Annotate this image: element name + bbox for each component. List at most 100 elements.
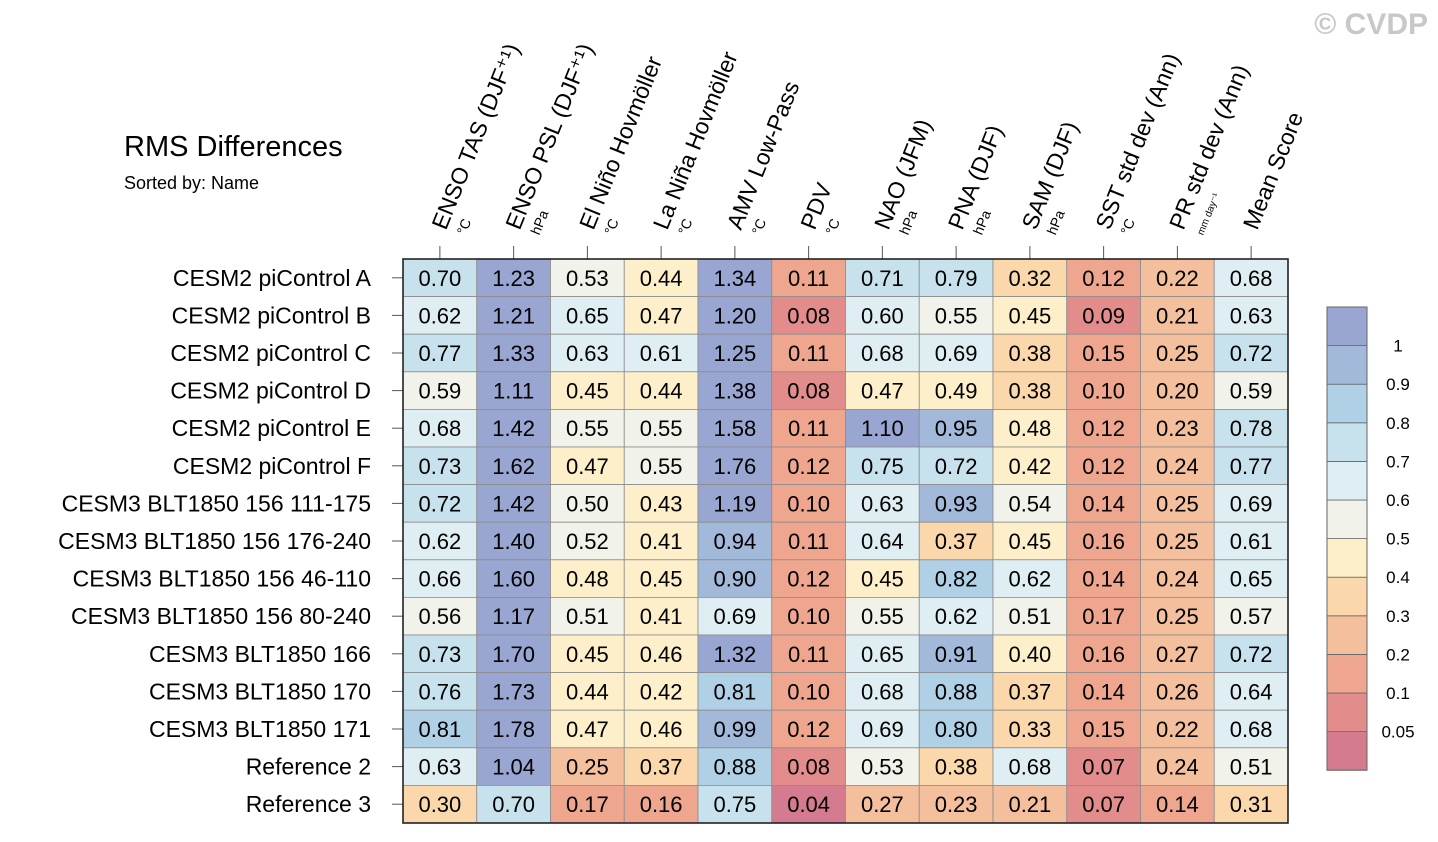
cell-value: 0.44 <box>566 679 609 704</box>
colorbar-tick-label: 0.1 <box>1386 684 1410 703</box>
cell-value: 0.38 <box>1008 341 1051 366</box>
heatmap-cell <box>550 521 625 561</box>
cell-value: 0.69 <box>713 604 756 629</box>
heatmap-cell <box>1140 597 1215 636</box>
cell-value: 0.71 <box>861 266 904 291</box>
heatmap-cell <box>771 521 846 561</box>
cell-value: 1.19 <box>713 491 756 516</box>
heatmap-cell <box>623 672 699 711</box>
cell-value: 0.49 <box>935 379 978 404</box>
cell-value: 0.45 <box>566 379 609 404</box>
column-unit: °C <box>601 216 622 237</box>
cell-value: 0.24 <box>1156 755 1199 780</box>
heatmap-cell <box>697 333 773 373</box>
colorbar-swatch <box>1326 499 1368 539</box>
heatmap-cell <box>402 371 478 410</box>
heatmap-cell <box>1140 258 1215 297</box>
cell-value: 0.24 <box>1156 567 1199 592</box>
cell-value: 0.14 <box>1156 792 1199 817</box>
cell-value: 0.68 <box>861 341 904 366</box>
heatmap-cell <box>402 785 478 824</box>
colorbar-swatch <box>1326 383 1368 424</box>
cell-value: 0.72 <box>418 491 461 516</box>
cell-value: 0.62 <box>935 604 978 629</box>
colorbar-tick-label: 0.6 <box>1386 491 1410 510</box>
colorbar-swatch <box>1326 654 1368 694</box>
cell-value: 0.45 <box>640 567 683 592</box>
heatmap-cell <box>476 672 551 711</box>
heatmap-cell <box>1140 371 1215 410</box>
cell-value: 0.11 <box>788 266 829 291</box>
cell-value: 0.10 <box>1082 379 1125 404</box>
cell-value: 0.22 <box>1156 717 1199 742</box>
row-label: CESM2 piControl E <box>172 415 371 441</box>
column-header: NAO (JFM)hPa <box>869 115 937 237</box>
row-labels: CESM2 piControl A CESM2 piControl B CESM2 … <box>58 265 403 817</box>
cell-value: 1.25 <box>713 341 756 366</box>
cell-value: 0.82 <box>935 567 978 592</box>
cell-value: 1.76 <box>713 454 756 479</box>
cell-value: 0.50 <box>566 491 609 516</box>
colorbar-tick-label: 0.8 <box>1386 414 1410 433</box>
heatmap-cell <box>771 785 846 824</box>
heatmap-cell <box>771 597 846 636</box>
cell-value: 0.69 <box>1230 491 1273 516</box>
cell-value: 0.17 <box>566 792 609 817</box>
heatmap-cell <box>771 408 846 448</box>
heatmap-cell <box>845 747 920 786</box>
cell-value: 0.25 <box>1156 529 1199 554</box>
column-labels: ENSO TAS (DJF⁺¹)°C ENSO PSL (DJF⁺¹)hPa El … <box>426 40 1308 259</box>
cell-value: 0.68 <box>1008 755 1051 780</box>
heatmap-cell <box>771 634 846 673</box>
row-label: CESM3 BLT1850 170 <box>149 678 371 704</box>
cell-value: 0.55 <box>566 416 609 441</box>
cell-value: 0.37 <box>935 529 978 554</box>
cell-value: 0.12 <box>787 717 830 742</box>
cell-value: 0.07 <box>1082 755 1125 780</box>
heatmap-cell <box>623 446 699 485</box>
heatmap-cell <box>918 634 994 673</box>
column-label: Mean Score <box>1238 108 1309 233</box>
heatmap-cell <box>992 634 1068 673</box>
cell-value: 0.25 <box>1156 341 1199 366</box>
cell-value: 0.94 <box>713 529 756 554</box>
cell-value: 1.21 <box>492 303 535 328</box>
cell-value: 0.73 <box>418 454 461 479</box>
colorbar-border <box>1326 306 1368 771</box>
cell-value: 0.66 <box>418 567 461 592</box>
colorbar-tick-label: 0.7 <box>1386 452 1410 471</box>
heatmap-cell <box>918 408 994 448</box>
heatmap-cell <box>1066 597 1141 636</box>
heatmap-cell <box>845 597 920 636</box>
cell-value: 1.70 <box>492 642 535 667</box>
cell-value: 0.45 <box>1008 303 1051 328</box>
cell-value: 0.46 <box>640 717 683 742</box>
cell-value: 0.91 <box>935 642 978 667</box>
row-label: CESM3 BLT1850 156 111-175 <box>62 490 371 516</box>
heatmap-cell <box>550 785 625 824</box>
cell-value: 0.27 <box>1156 642 1199 667</box>
heatmap-cell <box>550 747 625 786</box>
cell-value: 1.58 <box>713 416 756 441</box>
heatmap-cell <box>1140 747 1215 786</box>
cell-value: 0.12 <box>787 454 830 479</box>
heatmap-cell <box>1140 672 1215 711</box>
cell-value: 0.37 <box>1008 679 1051 704</box>
cell-value: 0.21 <box>1008 792 1051 817</box>
heatmap-cell <box>623 709 699 749</box>
heatmap-cell <box>402 709 478 749</box>
heatmap-cell <box>623 597 699 636</box>
cell-value: 0.81 <box>418 717 461 742</box>
cell-value: 0.11 <box>788 529 829 554</box>
cell-value: 0.73 <box>418 642 461 667</box>
heatmap-cell <box>771 446 846 485</box>
heatmap-cell <box>1066 258 1141 297</box>
heatmap-cell <box>623 785 699 824</box>
cell-value: 0.70 <box>418 266 461 291</box>
cell-value: 0.12 <box>787 567 830 592</box>
heatmap-cell <box>845 371 920 410</box>
heatmap-cell <box>1066 333 1141 373</box>
cell-value: 1.40 <box>492 529 535 554</box>
cell-value: 0.11 <box>788 341 829 366</box>
cell-value: 0.07 <box>1082 792 1125 817</box>
